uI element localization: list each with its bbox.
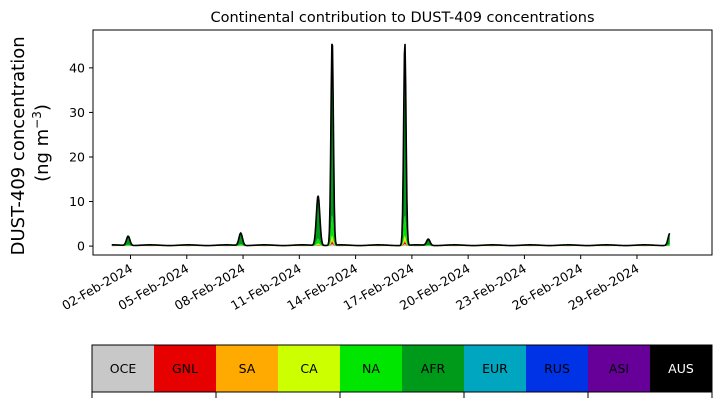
y-axis-label-line1: DUST-409 concentration — [8, 36, 29, 255]
legend-swatch-na — [340, 345, 402, 392]
color-legend: OCE GNL SA CA NA AFR EUR RUS ASI AUS — [91, 344, 713, 398]
y-axis-label-unit-prefix: (ng m — [32, 129, 53, 182]
y-tick-label: 0 — [77, 239, 85, 254]
legend-swatch-gnl — [154, 345, 216, 392]
plot-frame — [92, 29, 713, 256]
area-series-afr — [111, 66, 670, 247]
y-tick-label: 40 — [69, 60, 85, 75]
legend-swatch-oce — [92, 345, 154, 392]
legend-label-afr: AFR — [421, 361, 446, 376]
legend-swatch-rus — [526, 345, 588, 392]
legend-label-eur: EUR — [482, 361, 508, 376]
legend-swatch-ca — [278, 345, 340, 392]
chart-title: Continental contribution to DUST-409 con… — [210, 10, 594, 26]
legend-frame — [91, 344, 713, 393]
legend-label-asi: ASI — [609, 361, 629, 376]
legend-label-oce: OCE — [110, 361, 137, 376]
legend-swatch-sa — [216, 345, 278, 392]
y-axis-label-unit-exponent: −3 — [30, 111, 44, 129]
legend-swatch-afr — [402, 345, 464, 392]
legend-label-sa: SA — [239, 361, 256, 376]
y-tick-label: 30 — [69, 105, 85, 120]
y-axis-label: DUST-409 concentration (ng m−3) — [8, 31, 53, 256]
plot-area — [111, 43, 671, 247]
area-series-aus — [111, 43, 670, 246]
legend-label-gnl: GNL — [172, 361, 198, 376]
y-tick-label: 10 — [69, 194, 85, 209]
legend-label-ca: CA — [300, 361, 318, 376]
area-series-na — [111, 215, 670, 247]
axes: 01020304002-Feb-202405-Feb-202408-Feb-20… — [59, 29, 713, 313]
y-axis-label-unit-suffix: ) — [32, 104, 53, 111]
legend-swatch-eur — [464, 345, 526, 392]
y-tick-label: 20 — [69, 149, 85, 164]
legend-label-aus: AUS — [668, 361, 694, 376]
legend-label-na: NA — [362, 361, 380, 376]
legend-swatch-asi — [588, 345, 650, 392]
area-series-asi — [111, 45, 670, 246]
area-series-eur — [111, 55, 670, 246]
total-line — [111, 43, 671, 247]
area-series-rus — [111, 49, 670, 246]
legend-swatch-aus — [650, 345, 712, 392]
legend-label-rus: RUS — [544, 361, 570, 376]
